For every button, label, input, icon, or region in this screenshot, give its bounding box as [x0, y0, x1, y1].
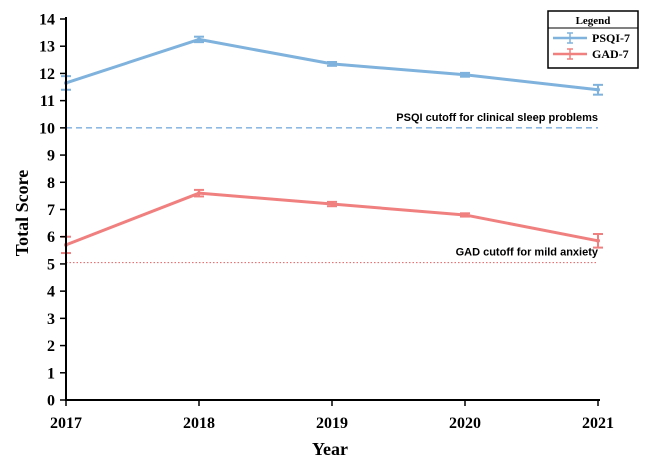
legend-items: PSQI-7 GAD-7 — [553, 31, 630, 61]
x-axis-title: Year — [312, 439, 348, 459]
y-axis-title: Total Score — [12, 170, 32, 257]
y-tick-label: 13 — [39, 39, 55, 56]
y-tick-label: 2 — [47, 338, 55, 355]
y-tick-label: 5 — [47, 256, 55, 273]
legend: Legend PSQI-7 GAD-7 — [547, 10, 639, 69]
y-tick-label: 1 — [47, 365, 55, 382]
axes — [65, 17, 600, 401]
gad-7-point — [596, 238, 600, 243]
psqi-7-point — [463, 72, 467, 77]
series-layer — [61, 35, 603, 255]
psqi-7-point — [596, 87, 600, 92]
x-tick-label: 2019 — [316, 415, 348, 432]
y-tick-label: 9 — [47, 148, 55, 165]
legend-item-psqi-7: PSQI-7 — [553, 31, 630, 45]
x-tick-label: 2021 — [582, 415, 614, 432]
legend-label: GAD-7 — [592, 47, 629, 61]
gad-cutoff-label: GAD cutoff for mild anxiety — [456, 247, 599, 259]
psqi-7-point — [330, 61, 334, 66]
x-tick-label: 2017 — [50, 415, 82, 432]
gad-7-point — [197, 191, 201, 196]
y-tick-label: 4 — [47, 284, 55, 301]
y-tick-label: 12 — [39, 66, 55, 83]
psqi-7-point — [197, 37, 201, 42]
y-tick-label: 14 — [39, 12, 55, 29]
legend-box — [547, 10, 639, 69]
y-tick-label: 8 — [47, 175, 55, 192]
y-tick-label: 10 — [39, 120, 55, 137]
psqi-cutoff-label: PSQI cutoff for clinical sleep problems — [396, 112, 598, 124]
legend-title: Legend — [576, 15, 611, 27]
y-tick-label: 11 — [40, 93, 55, 110]
y-tick-label: 7 — [47, 202, 55, 219]
y-tick-label: 6 — [47, 229, 55, 246]
gad-7-point — [330, 202, 334, 207]
legend-item-gad-7: GAD-7 — [553, 47, 629, 61]
legend-label: PSQI-7 — [592, 31, 630, 45]
y-tick-label: 3 — [47, 311, 55, 328]
y-tick-label: 0 — [47, 393, 55, 410]
x-tick-label: 2018 — [183, 415, 215, 432]
x-ticks: 2017 2018 2019 2020 2021 — [50, 400, 614, 432]
x-tick-label: 2020 — [449, 415, 481, 432]
reference-lines: PSQI cutoff for clinical sleep problems G… — [66, 112, 599, 264]
gad-7-point — [463, 212, 467, 217]
